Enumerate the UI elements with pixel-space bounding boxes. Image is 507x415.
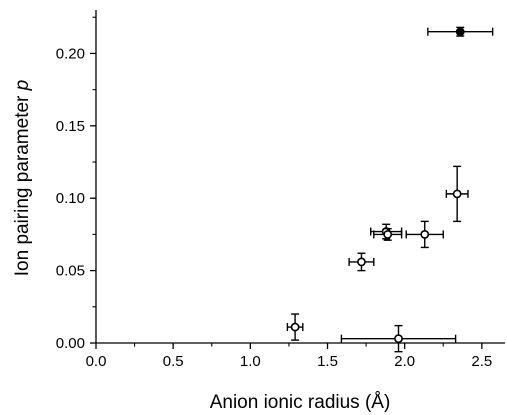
point-marker — [420, 230, 430, 239]
point-marker — [290, 322, 300, 332]
data-point — [445, 165, 469, 223]
point-marker — [357, 257, 366, 267]
point-marker — [383, 230, 393, 239]
data-point — [348, 252, 375, 272]
point-marker — [394, 334, 403, 344]
point-marker — [452, 189, 462, 199]
data-point — [340, 324, 457, 353]
x-tick-label: 1.0 — [240, 353, 261, 370]
x-tick-label: 0.0 — [86, 353, 107, 370]
y-tick-label: 0.20 — [56, 45, 85, 62]
y-tick-label: 0.10 — [56, 190, 85, 207]
y-tick-label: 0.05 — [56, 263, 85, 280]
data-point — [373, 227, 403, 241]
x-tick-label: 2.5 — [471, 353, 492, 370]
x-tick-label: 0.5 — [163, 353, 184, 370]
ticks: 0.0 0.5 1.0 1.5 2.0 2.5 0.00 0.05 0.10 0.15 0.20 — [56, 16, 492, 370]
y-axis-title: Ion pairing parameter p — [12, 80, 33, 276]
axes — [95, 10, 505, 344]
data-point — [427, 26, 494, 37]
x-tick-label: 2.0 — [394, 353, 415, 370]
y-tick-label: 0.15 — [56, 118, 85, 135]
x-tick-label: 1.5 — [317, 353, 338, 370]
x-axis-title: Anion ionic radius (Å) — [210, 392, 391, 413]
y-axis-title-text: Ion pairing parameter — [12, 90, 33, 276]
y-tick-label: 0.00 — [56, 335, 85, 352]
point-marker — [455, 27, 465, 37]
y-axis-title-symbol: p — [12, 80, 33, 92]
data-point — [405, 220, 444, 249]
data-point — [286, 313, 304, 341]
data-points — [286, 26, 494, 353]
